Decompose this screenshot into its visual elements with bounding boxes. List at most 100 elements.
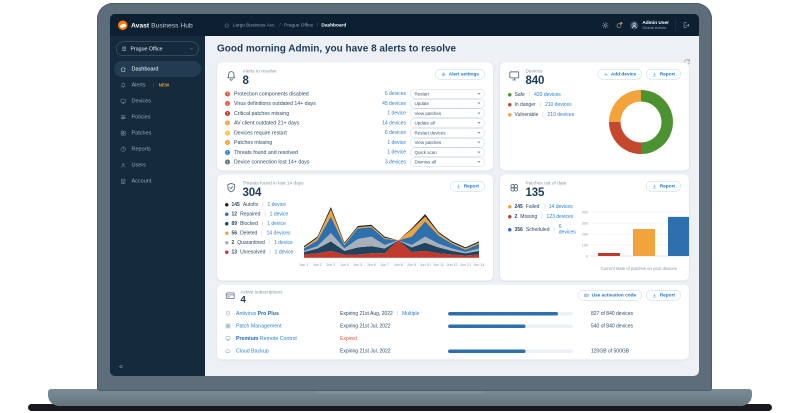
legend-item: Safe | 420 devices — [508, 92, 574, 98]
legend-devices-link[interactable]: 210 devices — [547, 112, 575, 118]
patches-report-button[interactable]: Report — [646, 181, 681, 192]
alert-devices-link[interactable]: 3 devices — [384, 159, 406, 165]
legend-devices-link[interactable]: 1 device — [267, 202, 287, 208]
alert-action-select[interactable]: Update — [410, 98, 485, 109]
legend-devices-link[interactable]: 1 device — [274, 240, 293, 246]
alert-action-select[interactable]: Restart — [410, 89, 485, 99]
alert-row: ! AV client outdated 21+ days 14 devices Up… — [225, 118, 485, 128]
legend-devices-link[interactable]: 14 devices — [548, 204, 573, 210]
alert-devices-link[interactable]: 1 device — [387, 110, 406, 117]
download-icon — [652, 72, 657, 77]
home-icon[interactable] — [224, 22, 230, 28]
legend-devices-link[interactable]: 14 devices — [266, 230, 291, 237]
devices-report-button[interactable]: Report — [646, 69, 681, 80]
notifications-icon[interactable] — [615, 21, 623, 29]
alert-action-select[interactable]: Dismiss all — [410, 157, 485, 167]
subscription-row: Premium Remote Control Expired — [225, 333, 681, 344]
user-icon — [120, 162, 127, 169]
legend-label: In danger — [514, 102, 536, 108]
legend-devices-link[interactable]: 1 device — [267, 221, 286, 227]
legend-divider: | — [539, 102, 541, 108]
legend-label: Deleted — [240, 230, 258, 237]
svg-text:Jun 2: Jun 2 — [313, 263, 322, 267]
sidebar-item-users[interactable]: Users — [114, 157, 201, 173]
subscription-row: Cloud Backup Expiring 21st Jul, 2022 120GB… — [225, 346, 681, 357]
alert-devices-link[interactable]: 1 device — [387, 149, 406, 156]
org-selector[interactable]: Prague Office — [116, 41, 199, 56]
sidebar-item-dashboard[interactable]: Dashboard — [114, 61, 201, 77]
alert-action-select[interactable]: Restart devices — [410, 128, 485, 138]
legend-dot — [225, 222, 229, 226]
bell-icon — [225, 70, 238, 83]
breadcrumb-account[interactable]: Largo Business Acc. — [232, 22, 276, 28]
avatar[interactable] — [629, 20, 639, 30]
progress-fill — [448, 311, 558, 316]
alert-devices-link[interactable]: 14 devices — [382, 120, 406, 126]
subscription-name-link[interactable]: Patch Management — [236, 323, 282, 330]
subscription-name-link[interactable]: Premium Remote Control — [236, 335, 297, 342]
breadcrumb-separator: / — [279, 22, 281, 28]
multiple-link[interactable]: Multiple — [402, 310, 420, 317]
avast-logo-icon — [118, 20, 128, 30]
download-icon — [652, 293, 657, 298]
threats-report-button[interactable]: Report — [450, 181, 485, 192]
chevron-down-icon — [477, 112, 481, 115]
legend-devices-link[interactable]: 420 devices — [534, 92, 561, 98]
breadcrumb-site[interactable]: Prague Office — [284, 22, 314, 28]
logout-icon[interactable] — [683, 21, 691, 29]
card-count: 304 — [242, 185, 262, 199]
sidebar-item-devices[interactable]: Devices — [114, 93, 201, 109]
legend-devices-link[interactable]: 123 devices — [546, 214, 574, 220]
alert-action-select[interactable]: View patches — [410, 137, 485, 148]
alert-settings-button[interactable]: Alert settings — [435, 69, 485, 80]
alert-action-label: Update — [414, 101, 430, 107]
sidebar-item-reports[interactable]: Reports — [114, 141, 201, 157]
breadcrumb-separator: / — [316, 22, 318, 28]
legend-item: 2 Quarantined | 1 device — [225, 240, 304, 246]
sidebar-item-alerts[interactable]: Alerts | NEW — [114, 77, 201, 93]
sidebar-item-label: Policies — [131, 114, 151, 120]
subscription-name-link[interactable]: Cloud Backup — [236, 348, 269, 355]
subscription-expiry: Expiring 21st Jul, 2022 — [340, 323, 391, 329]
alert-devices-link[interactable]: 45 devices — [382, 100, 406, 107]
svg-text:Jun 6: Jun 6 — [367, 263, 376, 267]
subscription-name-link[interactable]: Antivirus Pro Plus — [236, 310, 279, 317]
sidebar-item-policies[interactable]: Policies — [114, 109, 201, 125]
progress-track — [448, 311, 573, 316]
legend-devices-link[interactable]: 210 devices — [544, 102, 572, 108]
sidebar-collapse-button[interactable]: « — [119, 362, 123, 370]
alert-devices-link[interactable]: 6 devices — [384, 91, 406, 97]
patches-card-body: 245 Failed | 14 devices 2 Missing | 123 devices… — [508, 199, 689, 273]
legend-dot — [225, 212, 229, 217]
alert-label: Patches missing — [234, 139, 273, 146]
threats-card-header: Threats found in last 14 days 304 Report — [225, 180, 485, 199]
alert-devices-link[interactable]: 6 devices — [384, 130, 406, 136]
alert-label: AV client outdated 21+ days — [234, 120, 300, 127]
legend-count: 2 — [514, 214, 518, 220]
settings-gear-icon[interactable] — [601, 21, 609, 29]
sidebar-item-patches[interactable]: Patches — [114, 125, 201, 141]
legend-devices-link[interactable]: 1 device — [269, 211, 289, 218]
topbar: Avast Business Hub Largo Business Acc. /… — [110, 14, 699, 36]
alert-devices-link[interactable]: 1 device — [387, 139, 406, 146]
legend-label: Unresolved — [240, 249, 266, 256]
alert-action-select[interactable]: Quick scan — [410, 147, 485, 158]
alert-row: ! Virus definitions outdated 14+ days 45 d… — [225, 98, 485, 109]
user-menu[interactable]: Admin User Global Admin — [642, 20, 669, 30]
alert-action-select[interactable]: Update all — [410, 118, 485, 128]
report-label: Report — [463, 183, 479, 190]
legend-dot — [508, 227, 512, 232]
legend-devices-link[interactable]: 1 device — [274, 249, 294, 256]
sidebar-item-label: Patches — [131, 130, 152, 136]
chevron-down-icon — [477, 102, 481, 105]
svg-text:Jun 3: Jun 3 — [327, 263, 336, 267]
sidebar-item-account[interactable]: Account — [114, 173, 201, 189]
subscriptions-report-button[interactable]: Report — [646, 290, 681, 301]
use-activation-code-button[interactable]: Use activation code — [578, 290, 643, 301]
subscription-usage: 540 of 840 devices — [591, 323, 633, 329]
add-device-button[interactable]: Add device — [597, 69, 643, 80]
legend-devices-link[interactable]: 6 devices — [558, 224, 576, 236]
alert-action-select[interactable]: View patches — [410, 108, 485, 119]
alert-row: ! Protection components disabled 6 devices… — [225, 89, 485, 99]
devices-donut-chart — [609, 90, 673, 155]
